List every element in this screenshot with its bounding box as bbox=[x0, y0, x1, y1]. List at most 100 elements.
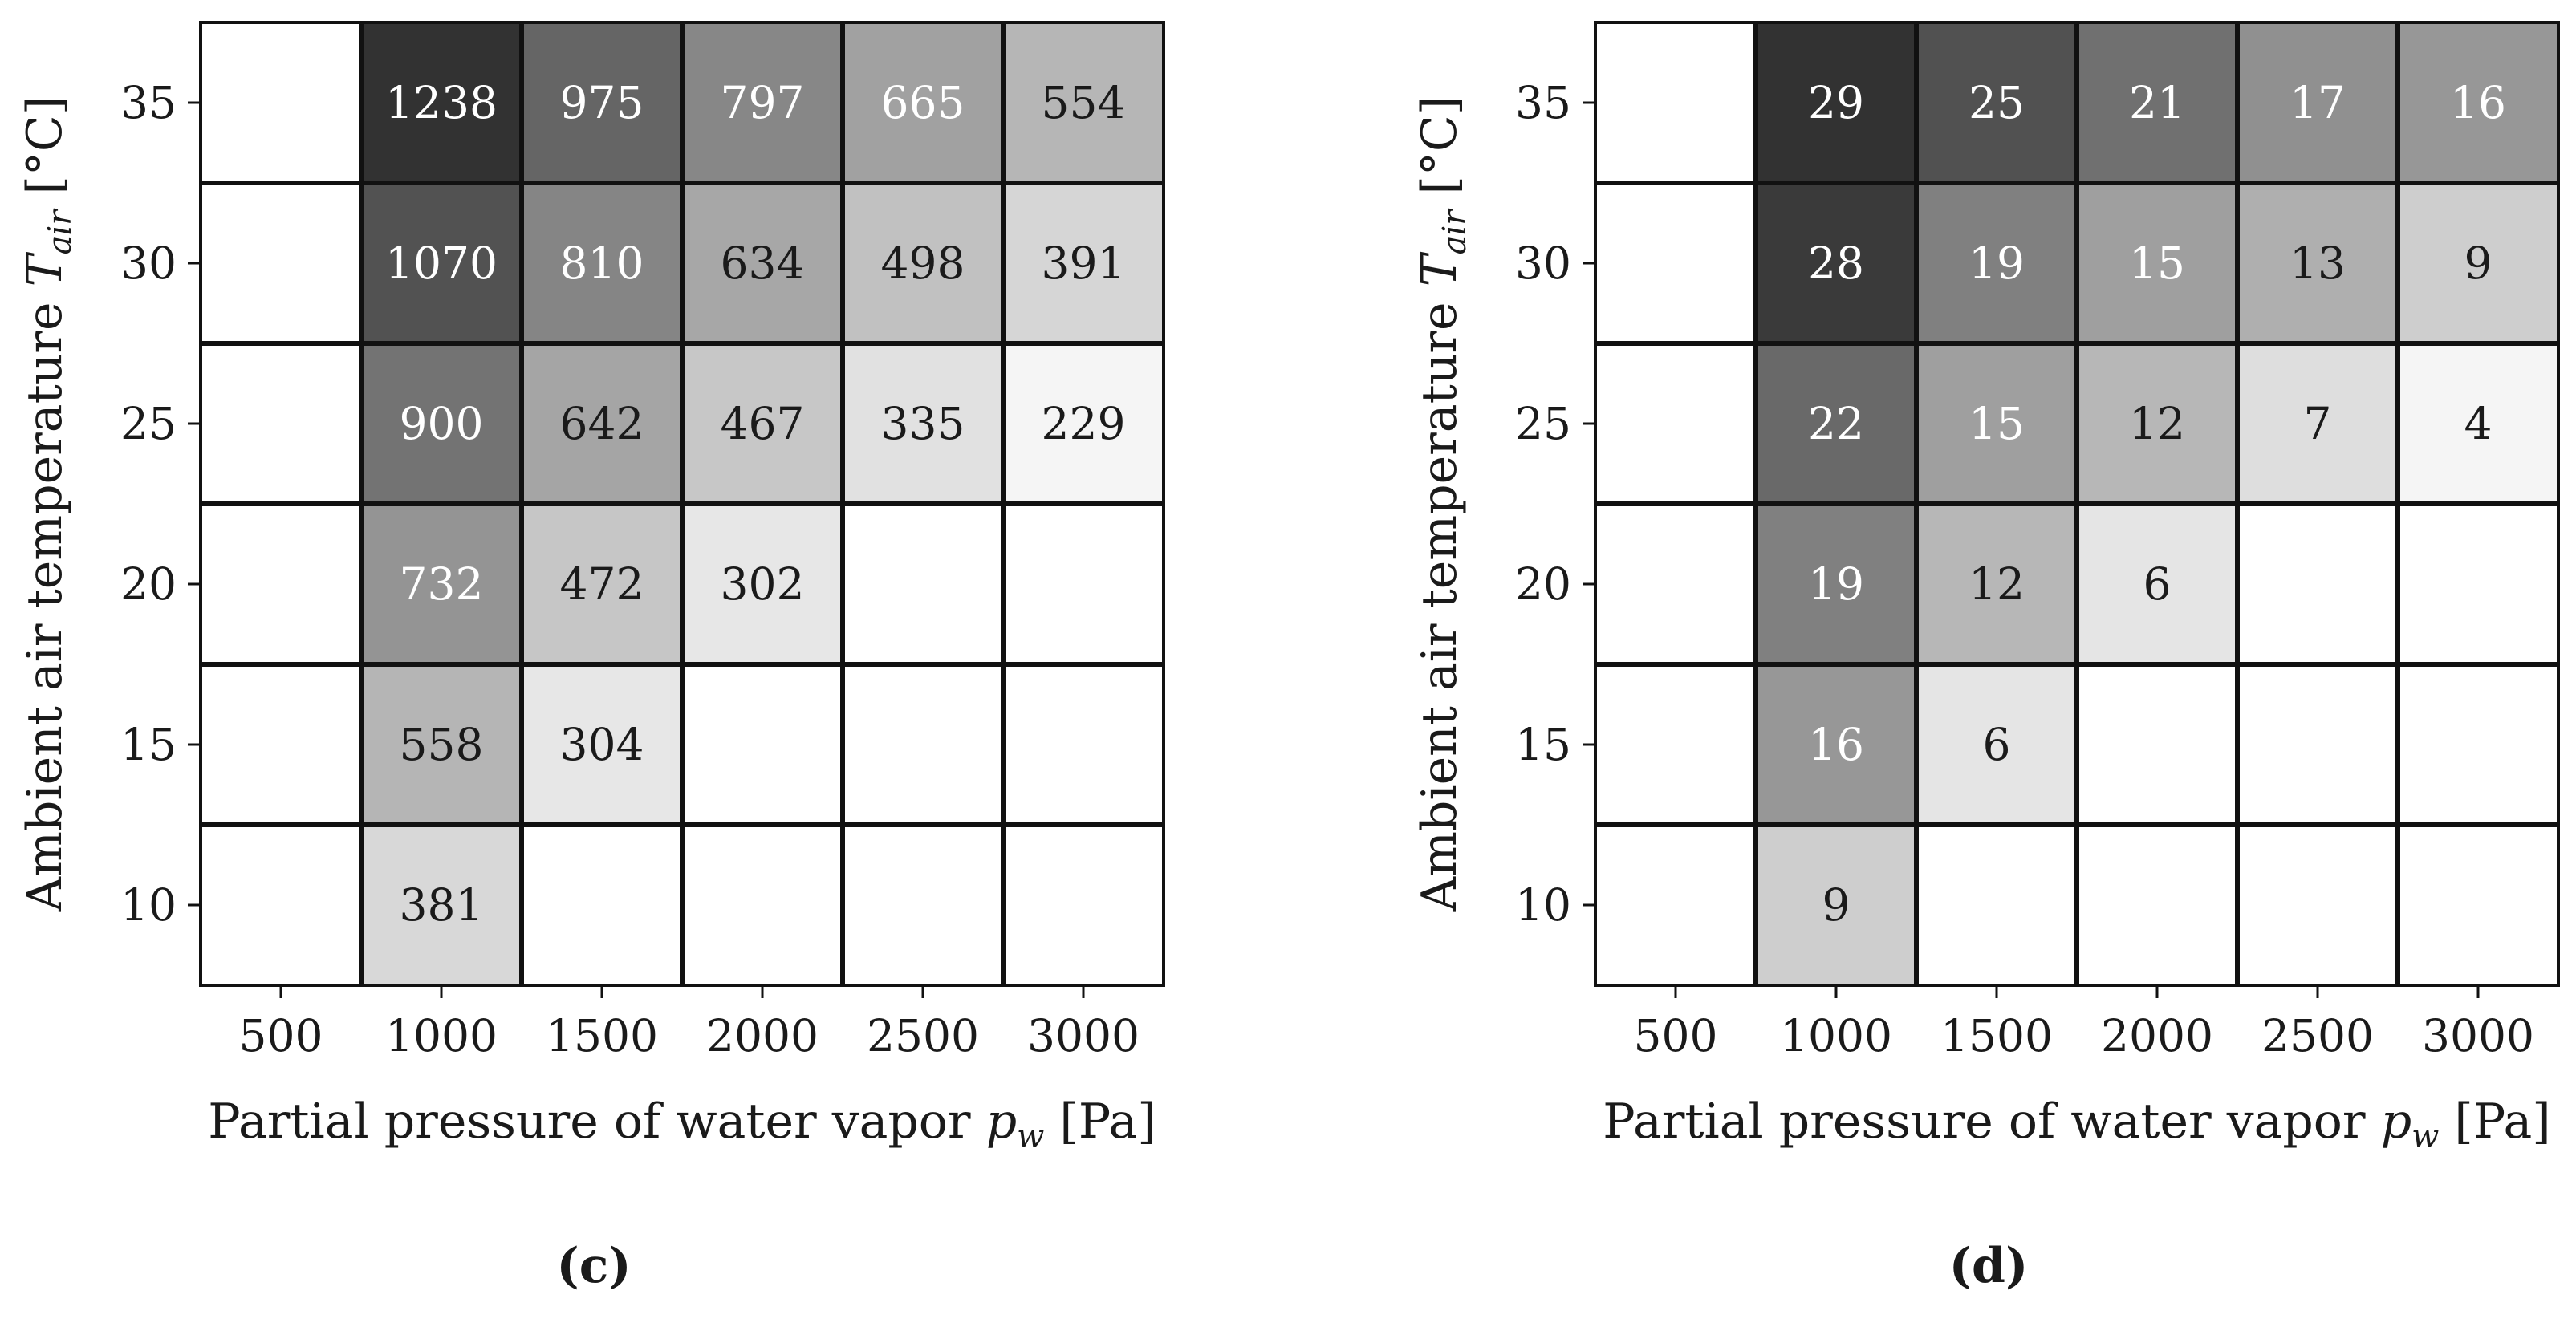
heatmap-cell bbox=[522, 825, 682, 985]
cell-value-label: 19 bbox=[1808, 558, 1864, 610]
x-tick-label: 1000 bbox=[1780, 1010, 1892, 1061]
heatmap-cell bbox=[1595, 22, 1756, 183]
heatmap-cell bbox=[2398, 664, 2558, 825]
heatmap-cell bbox=[201, 825, 361, 985]
heatmap-cell bbox=[1595, 343, 1756, 504]
cell-value-label: 634 bbox=[721, 237, 805, 289]
heatmap-cell bbox=[2237, 825, 2398, 985]
heatmap-panel-c: 1238 975 797 665 554 1070 810 634 498 391 900 642 46… bbox=[17, 21, 1165, 1294]
cell-value-label: 9 bbox=[2464, 237, 2493, 289]
x-tick-label: 500 bbox=[1634, 1010, 1718, 1061]
cell-value-label: 391 bbox=[1042, 237, 1126, 289]
y-axis-label: Ambient air temperature Tair [°C] bbox=[1412, 96, 1473, 912]
heatmap-panel-d: 29 25 21 17 16 28 19 15 13 9 22 15 12 7 4 19 12 6 16 6 9 500 1… bbox=[1412, 21, 2560, 1294]
heatmap-cell bbox=[1003, 825, 1164, 985]
heatmap-cell bbox=[361, 22, 522, 183]
heatmap-cell bbox=[2398, 343, 2558, 504]
heatmap-cell bbox=[1756, 183, 1916, 343]
cell-value-label: 975 bbox=[560, 77, 644, 128]
x-tick-label: 3000 bbox=[1027, 1010, 1140, 1061]
heatmap-cell bbox=[1003, 22, 1164, 183]
cell-value-label: 16 bbox=[1808, 719, 1864, 770]
cell-value-label: 302 bbox=[721, 558, 805, 610]
heatmap-cell bbox=[2398, 504, 2558, 664]
heatmap-cell bbox=[1003, 664, 1164, 825]
cell-value-label: 558 bbox=[400, 719, 484, 770]
heatmap-cell bbox=[1595, 183, 1756, 343]
cell-value-label: 7 bbox=[2304, 398, 2332, 449]
x-tick-label: 1500 bbox=[1940, 1010, 2053, 1061]
heatmap-cell bbox=[2237, 22, 2398, 183]
heatmap-cell bbox=[201, 504, 361, 664]
x-tick-label: 500 bbox=[239, 1010, 323, 1061]
x-tick-label: 2000 bbox=[2101, 1010, 2213, 1061]
cell-value-label: 12 bbox=[2129, 398, 2185, 449]
cell-value-label: 498 bbox=[881, 237, 965, 289]
heatmap-cell bbox=[682, 825, 843, 985]
cell-value-label: 6 bbox=[1983, 719, 2011, 770]
heatmap-cell bbox=[361, 343, 522, 504]
heatmap-cell bbox=[1756, 664, 1916, 825]
y-tick-label: 20 bbox=[120, 558, 177, 610]
y-tick-label: 30 bbox=[120, 237, 177, 289]
cell-value-label: 335 bbox=[881, 398, 965, 449]
heatmap-cell bbox=[682, 22, 843, 183]
heatmap-cell bbox=[843, 343, 1003, 504]
heatmap-cell bbox=[843, 504, 1003, 664]
cell-value-label: 16 bbox=[2450, 77, 2506, 128]
heatmap-cell bbox=[201, 664, 361, 825]
heatmap-cell bbox=[522, 183, 682, 343]
plot-frame bbox=[199, 21, 1165, 987]
cell-value-label: 17 bbox=[2290, 77, 2346, 128]
heatmap-cell bbox=[1595, 664, 1756, 825]
y-tick-label: 30 bbox=[1515, 237, 1571, 289]
heatmap-cell bbox=[1595, 504, 1756, 664]
x-tick-label: 1000 bbox=[385, 1010, 498, 1061]
cell-value-label: 9 bbox=[1822, 879, 1851, 931]
cell-value-label: 665 bbox=[881, 77, 965, 128]
heatmap-cell bbox=[843, 825, 1003, 985]
cell-value-label: 15 bbox=[2129, 237, 2185, 289]
heatmap-cell bbox=[1003, 343, 1164, 504]
panel-label: (d) bbox=[1949, 1238, 2029, 1294]
x-tick-label: 2500 bbox=[2261, 1010, 2374, 1061]
heatmap-cell bbox=[201, 183, 361, 343]
heatmap-cell bbox=[522, 664, 682, 825]
y-tick-label: 10 bbox=[120, 879, 177, 931]
heatmap-cell bbox=[2237, 343, 2398, 504]
cell-value-label: 304 bbox=[560, 719, 644, 770]
heatmap-cell bbox=[361, 825, 522, 985]
y-tick-label: 35 bbox=[1515, 77, 1571, 128]
cell-value-label: 1238 bbox=[385, 77, 498, 128]
cell-value-label: 28 bbox=[1808, 237, 1864, 289]
x-axis-label: Partial pressure of water vapor pw [Pa] bbox=[208, 1094, 1156, 1155]
heatmap-cell bbox=[2077, 664, 2237, 825]
heatmap-cell bbox=[843, 22, 1003, 183]
cell-value-label: 12 bbox=[1969, 558, 2025, 610]
x-tick-label: 1500 bbox=[546, 1010, 658, 1061]
heatmap-cell bbox=[361, 504, 522, 664]
heatmap-cell bbox=[2237, 664, 2398, 825]
cell-value-label: 29 bbox=[1808, 77, 1864, 128]
heatmap-cell bbox=[2398, 825, 2558, 985]
cell-value-label: 13 bbox=[2290, 237, 2346, 289]
panel-label: (c) bbox=[556, 1238, 631, 1294]
cell-value-label: 6 bbox=[2143, 558, 2172, 610]
y-tick-label: 20 bbox=[1515, 558, 1571, 610]
heatmap-cell bbox=[1756, 343, 1916, 504]
x-tick-label: 2000 bbox=[706, 1010, 819, 1061]
heatmap-cell bbox=[361, 664, 522, 825]
y-tick-label: 25 bbox=[120, 398, 177, 449]
y-tick-label: 35 bbox=[120, 77, 177, 128]
heatmap-cell bbox=[1756, 825, 1916, 985]
y-tick-label: 15 bbox=[120, 719, 177, 770]
y-tick-label: 25 bbox=[1515, 398, 1571, 449]
cell-value-label: 467 bbox=[721, 398, 805, 449]
heatmap-cell bbox=[1003, 504, 1164, 664]
heatmap-cell bbox=[2237, 183, 2398, 343]
y-tick-label: 10 bbox=[1515, 879, 1571, 931]
heatmap-cell bbox=[2077, 183, 2237, 343]
heatmap-cell bbox=[682, 664, 843, 825]
heatmap-cell bbox=[522, 22, 682, 183]
heatmap-cell bbox=[1916, 504, 2077, 664]
